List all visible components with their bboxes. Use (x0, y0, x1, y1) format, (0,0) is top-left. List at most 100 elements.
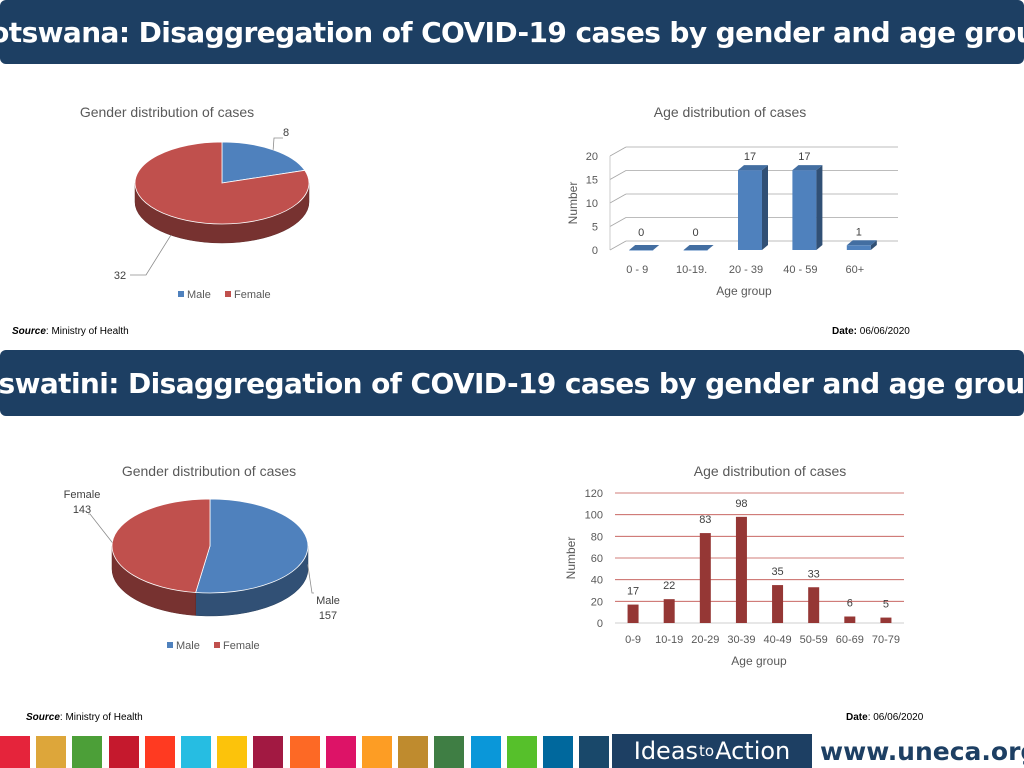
bar-data-label: 1 (856, 226, 862, 238)
bar-top (792, 165, 823, 171)
website-link[interactable]: www.uneca.org (820, 734, 1024, 768)
legend-label-female: Female (234, 289, 271, 301)
x-tick-label: 30-39 (727, 634, 755, 646)
legend-label-female: Female (223, 640, 260, 652)
sdg-tile (181, 736, 211, 768)
x-tick-label: 60-69 (836, 634, 864, 646)
x-tick-label: 10-19 (655, 634, 683, 646)
pie-data-label: 8 (283, 127, 289, 139)
bar (627, 604, 639, 623)
bar-data-label: 33 (808, 568, 820, 580)
bar (808, 587, 820, 623)
bar-top (683, 245, 714, 250)
x-tick-label: 10-19. (676, 264, 707, 276)
x-tick-label: 60+ (845, 264, 864, 276)
bar-data-label: 17 (744, 151, 756, 163)
bar (683, 250, 708, 251)
y-tick-label: 15 (586, 175, 598, 187)
bar-top (738, 165, 768, 171)
pie-data-label: Male (316, 595, 340, 607)
bar-data-label: 0 (638, 227, 644, 239)
pie-slice-male (221, 141, 306, 184)
bar-data-label: 83 (699, 514, 711, 526)
website-text: www.uneca.org (820, 736, 1024, 766)
bar (880, 617, 892, 623)
y-tick-label: 60 (591, 553, 603, 565)
bar (792, 170, 817, 250)
sdg-tile (144, 736, 175, 768)
bar-side (816, 165, 823, 250)
sdg-tile (289, 736, 320, 768)
pie-data-label: Female (64, 489, 101, 501)
bar (629, 250, 654, 251)
bar-data-label: 98 (735, 498, 747, 510)
gridline-side (609, 217, 627, 227)
botswana-source-value: : Ministry of Health (45, 326, 129, 337)
bar-data-label: 6 (847, 598, 853, 610)
bar (738, 170, 762, 250)
botswana-age-chart: Age distribution of cases05101520Number0… (566, 104, 898, 298)
eswatini-source-label: Source (26, 712, 60, 723)
x-tick-label: 20 - 39 (729, 264, 763, 276)
bar (735, 516, 747, 623)
sdg-tile (325, 736, 356, 768)
eswatini-date: Date: 06/06/2020 (846, 712, 923, 723)
pie-data-label: 143 (73, 504, 91, 516)
botswana-date-value: 06/06/2020 (857, 326, 910, 337)
eswatini-date-value: : 06/06/2020 (867, 712, 924, 723)
x-axis-title: Age group (716, 284, 772, 298)
ideas-to-action-logo: Ideas to Action (612, 734, 812, 768)
sdg-tile (506, 736, 537, 768)
logo-text-action: Action (715, 737, 791, 765)
bar-data-label: 17 (627, 586, 639, 598)
sdg-tile (470, 736, 501, 768)
eswatini-date-label: Date (846, 712, 868, 723)
x-tick-label: 40-49 (763, 634, 791, 646)
legend-swatch-male (167, 642, 173, 648)
bar (772, 585, 784, 623)
x-tick-label: 0-9 (625, 634, 641, 646)
x-tick-label: 20-29 (691, 634, 719, 646)
pie-leader-line (130, 234, 172, 276)
bar-side (870, 240, 877, 250)
y-axis-title: Number (564, 537, 578, 580)
sdg-tile (579, 736, 610, 768)
gridline-side (609, 193, 627, 204)
sdg-tile (253, 736, 284, 768)
botswana-gender-chart: Gender distribution of cases 8 32 Male Femal… (80, 104, 310, 301)
pie-data-label: 32 (114, 270, 126, 282)
eswatini-age-chart: Age distribution of cases 0 20 40 60 80 100 120… (564, 463, 904, 668)
sdg-tile (36, 736, 67, 768)
sdg-tile (362, 736, 392, 768)
sdg-tile (72, 736, 103, 768)
y-tick-label: 5 (592, 222, 598, 234)
pie-title: Gender distribution of cases (122, 463, 296, 479)
bar-data-label: 17 (798, 151, 810, 163)
y-tick-label: 0 (597, 618, 603, 630)
botswana-title-banner: Botswana: Disaggregation of COVID-19 cas… (0, 0, 1024, 64)
sdg-tile (108, 736, 139, 768)
bar-chart-title: Age distribution of cases (654, 104, 807, 120)
bar-data-label: 22 (663, 580, 675, 592)
gridline-side (609, 170, 627, 180)
pie-title: Gender distribution of cases (80, 104, 254, 120)
pie-data-label: 157 (319, 610, 337, 622)
botswana-date-label: Date: (832, 326, 858, 337)
bar-data-label: 0 (693, 227, 699, 239)
pie-leader-line (307, 564, 314, 594)
y-tick-label: 20 (586, 151, 598, 163)
bar (699, 533, 711, 623)
eswatini-source-value: : Ministry of Health (59, 712, 143, 723)
bar-chart-title: Age distribution of cases (694, 463, 847, 479)
x-tick-label: 0 - 9 (626, 264, 648, 276)
bar-top (629, 245, 660, 250)
bar (844, 616, 856, 623)
y-tick-label: 20 (591, 596, 603, 608)
bar-side (762, 165, 768, 250)
pie-slice-female (134, 141, 310, 225)
y-tick-label: 0 (592, 245, 598, 257)
legend-label-male: Male (176, 640, 200, 652)
bar (663, 599, 675, 623)
y-tick-label: 40 (591, 575, 603, 587)
y-tick-label: 100 (585, 510, 603, 522)
